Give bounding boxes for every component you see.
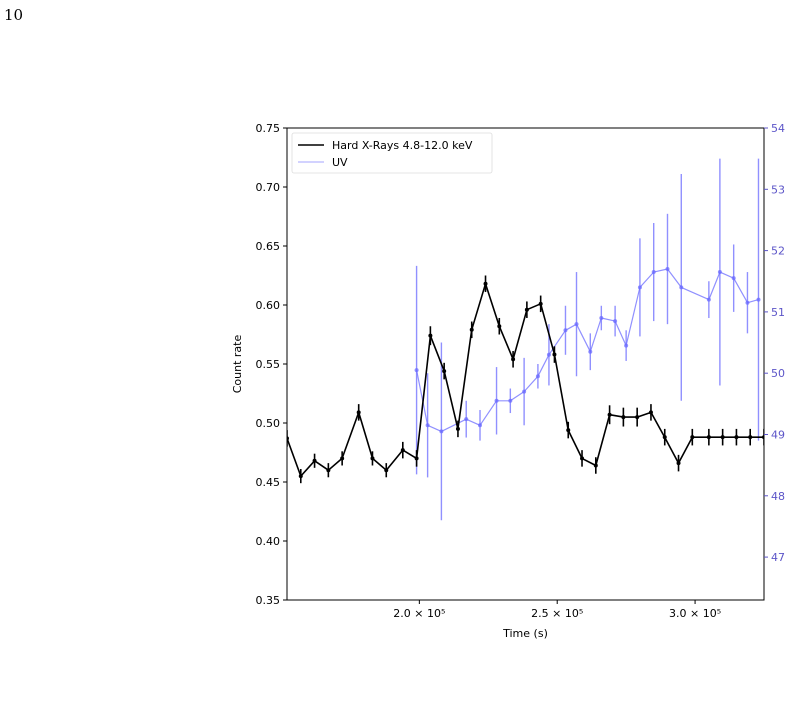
y2-tick-label: 53 <box>771 183 785 196</box>
xray-point <box>706 435 711 440</box>
uv-point <box>665 266 670 271</box>
uv-point <box>717 270 722 275</box>
uv-point <box>756 297 761 302</box>
xray-point <box>497 324 502 329</box>
xray-point <box>676 461 681 466</box>
uv-point <box>522 389 527 394</box>
uv-point <box>546 352 551 357</box>
y2-tick-label: 49 <box>771 428 785 441</box>
uv-line <box>416 268 759 432</box>
y-tick-label: 0.45 <box>256 476 281 489</box>
xray-point <box>552 352 557 357</box>
legend: Hard X-Rays 4.8-12.0 keV UV <box>291 132 493 174</box>
y2-tick-label: 50 <box>771 367 785 380</box>
y2-tick-label: 48 <box>771 490 785 503</box>
xray-point <box>298 474 303 479</box>
xray-point <box>690 435 695 440</box>
xray-point <box>524 307 529 312</box>
uv-point <box>745 300 750 305</box>
xray-point <box>340 456 345 461</box>
legend-box <box>291 132 493 174</box>
legend-label-uv: UV <box>332 156 348 169</box>
uv-point <box>599 316 604 321</box>
uv-point <box>563 328 568 333</box>
uv-point <box>535 374 540 379</box>
xray-point <box>356 410 361 415</box>
legend-label-xray: Hard X-Rays 4.8-12.0 keV <box>332 139 473 152</box>
y-tick-label: 0.75 <box>256 122 281 135</box>
uv-point <box>679 285 684 290</box>
x-tick-label: 2.0 × 10⁵ <box>393 607 445 620</box>
y2-tick-label: 47 <box>771 551 785 564</box>
x-tick-label: 3.0 × 10⁵ <box>669 607 721 620</box>
uv-point <box>414 368 419 373</box>
xray-point <box>400 448 405 453</box>
y-tick-label: 0.35 <box>256 594 281 607</box>
x-tick-label: 2.5 × 10⁵ <box>531 607 583 620</box>
uv-point <box>439 429 444 434</box>
uv-point <box>574 322 579 327</box>
uv-point <box>613 319 618 324</box>
xray-point <box>455 426 460 431</box>
xray-point <box>469 327 474 332</box>
xray-point <box>384 468 389 473</box>
plot-frame <box>286 127 765 601</box>
xray-point <box>414 456 419 461</box>
y-tick-label: 0.65 <box>256 240 281 253</box>
y-tick-label: 0.40 <box>256 535 281 548</box>
y2-tick-label: 54 <box>771 122 785 135</box>
uv-point <box>494 398 499 403</box>
xray-point <box>593 463 598 468</box>
xray-point <box>442 369 447 374</box>
uv-point <box>588 349 593 354</box>
page-number: 10 <box>4 6 24 24</box>
y-tick-label: 0.55 <box>256 358 281 371</box>
uv-point <box>651 270 656 275</box>
x-axis-label: Time (s) <box>502 627 548 640</box>
y2-tick-label: 52 <box>771 245 785 258</box>
uv-point <box>464 417 469 422</box>
uv-point <box>478 423 483 428</box>
xray-point <box>734 435 739 440</box>
xray-point <box>580 456 585 461</box>
xray-point <box>648 410 653 415</box>
xray-point <box>483 281 488 286</box>
xray-point <box>511 357 516 362</box>
uv-point <box>508 398 513 403</box>
xray-point <box>326 468 331 473</box>
y2-tick-label: 51 <box>771 306 785 319</box>
xray-point <box>720 435 725 440</box>
xray-point <box>370 456 375 461</box>
xray-point <box>428 333 433 338</box>
xray-series-layer <box>287 275 764 484</box>
xray-point <box>607 412 612 417</box>
uv-point <box>624 343 629 348</box>
y-axis-label: Count rate <box>231 335 244 394</box>
axes-layer: 0.35 0.40 0.45 0.50 0.55 0.60 0.65 0.70 0.75 47 48… <box>256 122 786 620</box>
y-tick-label: 0.50 <box>256 417 281 430</box>
xray-point <box>312 458 317 463</box>
uv-point <box>731 276 736 281</box>
xray-point <box>662 435 667 440</box>
xray-point <box>566 428 571 433</box>
xray-point <box>748 435 753 440</box>
y-tick-label: 0.60 <box>256 299 281 312</box>
uv-series-layer <box>414 158 761 521</box>
xray-line <box>287 282 764 477</box>
uv-point <box>706 297 711 302</box>
y-tick-label: 0.70 <box>256 181 281 194</box>
xray-point <box>635 415 640 420</box>
uv-point <box>425 423 430 428</box>
xray-point <box>538 301 543 306</box>
uv-point <box>637 285 642 290</box>
xray-point <box>621 415 626 420</box>
